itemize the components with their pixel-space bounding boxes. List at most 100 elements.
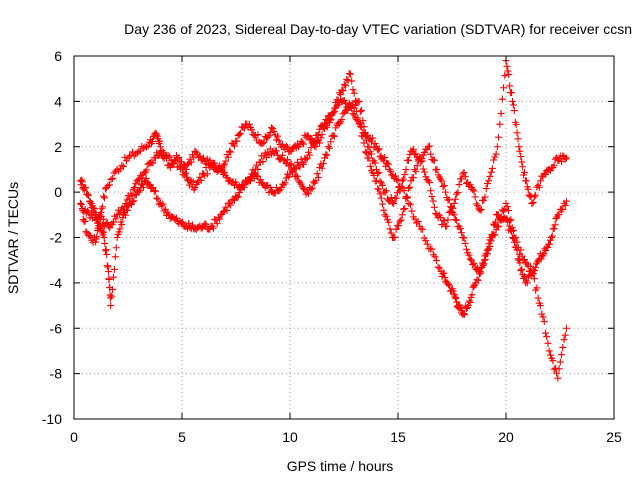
data-point [191, 184, 199, 192]
data-point [130, 152, 138, 160]
data-point [307, 135, 315, 143]
data-point [400, 205, 408, 213]
data-point [396, 217, 404, 225]
data-point [482, 185, 490, 193]
data-point [409, 145, 417, 153]
data-point [380, 206, 388, 214]
data-point [529, 270, 537, 278]
data-point [544, 339, 552, 347]
data-point [230, 142, 238, 150]
data-point [401, 170, 409, 178]
data-point [369, 134, 377, 142]
data-point [179, 218, 187, 226]
data-point [486, 242, 494, 250]
data-point [445, 196, 453, 204]
data-point [469, 186, 477, 194]
data-point [545, 347, 553, 355]
data-point [313, 131, 321, 139]
data-point [127, 151, 135, 159]
data-point [119, 163, 127, 171]
data-point [150, 188, 158, 196]
data-point [496, 120, 504, 128]
data-point [457, 304, 465, 312]
data-point [412, 167, 420, 175]
data-point [211, 159, 219, 167]
data-point [265, 132, 273, 140]
data-point [156, 137, 164, 145]
data-point [381, 211, 389, 219]
data-point [555, 210, 563, 218]
data-point [413, 219, 421, 227]
data-point [404, 156, 412, 164]
data-point [84, 190, 92, 198]
data-point [463, 245, 471, 253]
data-point [513, 238, 521, 246]
data-point [284, 156, 292, 164]
data-point [103, 250, 111, 258]
data-point [363, 149, 371, 157]
data-point [97, 224, 105, 232]
data-point [449, 204, 457, 212]
data-point [104, 182, 112, 190]
data-point [256, 176, 264, 184]
data-point [196, 152, 204, 160]
data-point [532, 191, 540, 199]
data-point [487, 237, 495, 245]
data-point [433, 257, 441, 265]
data-point [92, 238, 100, 246]
data-point [240, 180, 248, 188]
data-point [550, 161, 558, 169]
data-point [409, 174, 417, 182]
data-point [300, 185, 308, 193]
data-point [395, 222, 403, 230]
x-tick-label: 25 [606, 429, 622, 445]
data-point [477, 269, 485, 277]
data-point [353, 116, 361, 124]
data-point [540, 318, 548, 326]
data-point [143, 166, 151, 174]
data-point [418, 157, 426, 165]
data-point [266, 183, 274, 191]
data-point [182, 165, 190, 173]
data-point [127, 201, 135, 209]
data-point [438, 177, 446, 185]
data-point [403, 194, 411, 202]
data-point [104, 263, 112, 271]
data-point [466, 181, 474, 189]
data-point [535, 183, 543, 191]
data-point [129, 185, 137, 193]
data-point [371, 159, 379, 167]
data-point [239, 181, 247, 189]
data-point [122, 199, 130, 207]
data-point [106, 294, 114, 302]
y-tick-label: -6 [50, 320, 63, 336]
data-point [504, 206, 512, 214]
data-point [375, 185, 383, 193]
data-point [339, 87, 347, 95]
data-point [506, 217, 514, 225]
data-point [560, 336, 568, 344]
data-point [384, 160, 392, 168]
data-point [402, 193, 410, 201]
data-point [247, 173, 255, 181]
data-point [303, 131, 311, 139]
data-point [396, 187, 404, 195]
data-point [405, 199, 413, 207]
data-point [306, 151, 314, 159]
data-point [529, 198, 537, 206]
data-point [298, 159, 306, 167]
data-point [522, 258, 530, 266]
data-point [455, 181, 463, 189]
data-point [483, 250, 491, 258]
data-point [530, 275, 538, 283]
data-point [543, 333, 551, 341]
data-point [424, 143, 432, 151]
data-point [87, 232, 95, 240]
data-point [143, 143, 151, 151]
data-point [461, 310, 469, 318]
data-point [456, 225, 464, 233]
x-tick-label: 0 [70, 429, 78, 445]
data-point [235, 130, 243, 138]
data-point [412, 150, 420, 158]
series-track-c [79, 57, 570, 232]
